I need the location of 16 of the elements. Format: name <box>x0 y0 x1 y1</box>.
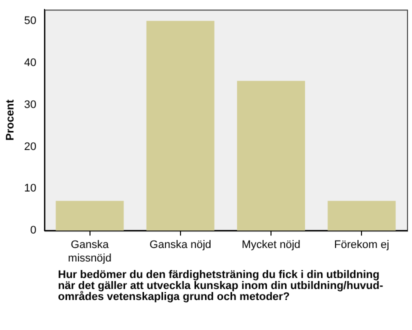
y-tick-label: 50 <box>24 14 36 27</box>
bar <box>146 20 214 231</box>
y-tick-label: 10 <box>24 182 36 195</box>
x-tick-label: Mycket nöjd <box>242 239 300 252</box>
x-axis-title: Hur bedömer du den färdighetsträning du fick i din utbildning när det gäller att utveckla kunskap inom din utbildning/huvud-områdes vetenskapliga grund och metoder? <box>58 269 384 303</box>
bar <box>56 200 124 231</box>
y-tick-label: 40 <box>24 56 36 69</box>
bar <box>328 200 396 231</box>
y-tick-label: 20 <box>24 140 36 153</box>
x-tick-label: Ganska nöjd <box>150 239 212 252</box>
bar <box>237 80 306 231</box>
y-tick-label: 30 <box>24 98 36 111</box>
y-axis-title: Procent <box>4 99 17 141</box>
y-tick-label: 0 <box>30 224 36 237</box>
x-tick-label: Förekom ej <box>334 239 390 252</box>
x-tick-label: Ganska missnöjd <box>68 239 112 264</box>
